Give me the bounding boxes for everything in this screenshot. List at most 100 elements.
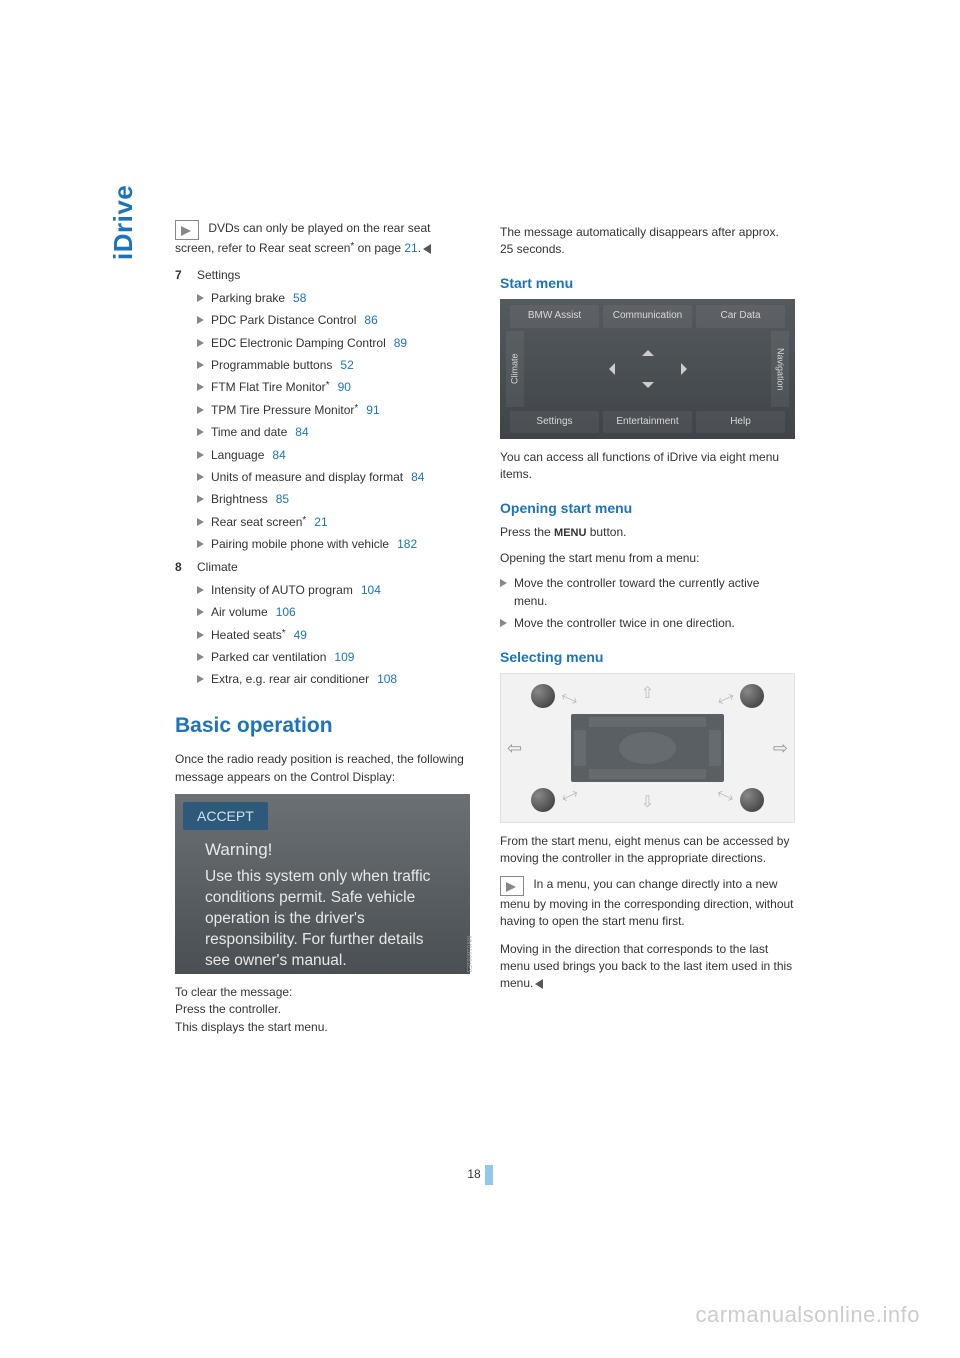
list-item-text: Units of measure and display format84: [211, 469, 470, 486]
list-item-text: TPM Tire Pressure Monitor*91: [211, 402, 470, 419]
list-item-label: Extra, e.g. rear air conditioner: [211, 672, 369, 686]
triangle-bullet-icon: [500, 619, 507, 627]
sm-btn-climate: Climate: [506, 331, 524, 407]
page-ref[interactable]: 84: [272, 448, 285, 462]
list-item-text: Programmable buttons52: [211, 357, 470, 374]
list-number: 7: [175, 267, 197, 284]
warning-body: Use this system only when traffic condit…: [175, 867, 470, 972]
page-ref[interactable]: 182: [397, 537, 417, 551]
list-item: TPM Tire Pressure Monitor*91: [197, 402, 470, 419]
list-item-label: Rear seat screen: [211, 515, 302, 529]
para-last-menu: Moving in the direction that corresponds…: [500, 941, 795, 993]
triangle-bullet-icon: [197, 518, 204, 526]
page-ref[interactable]: 108: [377, 672, 397, 686]
triangle-bullet-icon: [197, 428, 204, 436]
page-ref[interactable]: 91: [366, 403, 379, 417]
para-last-menu-text: Moving in the direction that corresponds…: [500, 942, 792, 991]
page-ref[interactable]: 21: [404, 241, 417, 255]
page-ref[interactable]: 84: [411, 470, 424, 484]
arrow-left-icon: [603, 363, 615, 375]
list-item-label: Parking brake: [211, 291, 285, 305]
sm-btn-navigation: Navigation: [771, 331, 789, 407]
page-ref[interactable]: 86: [364, 313, 377, 327]
arrow-outline-left-icon: ⇦: [507, 735, 522, 761]
list-item-label: Language: [211, 448, 264, 462]
list-item: Intensity of AUTO program 104: [197, 582, 470, 599]
star-icon: *: [354, 403, 358, 414]
list-item-label: FTM Flat Tire Monitor: [211, 380, 326, 394]
list-item: Move the controller twice in one directi…: [500, 615, 795, 632]
list-item-text: Parking brake 58: [211, 290, 470, 307]
knob-icon: [740, 684, 764, 708]
page-ref[interactable]: 90: [338, 380, 351, 394]
para-start-menu-caption: You can access all functions of iDrive v…: [500, 449, 795, 484]
page-ref[interactable]: 52: [340, 358, 353, 372]
end-mark-icon: [535, 979, 543, 989]
page-ref[interactable]: 49: [294, 628, 307, 642]
page-content: DVDs can only be played on the rear seat…: [175, 220, 795, 1044]
list-item: EDC Electronic Damping Control 89: [197, 335, 470, 352]
page-number: 18: [0, 1165, 960, 1185]
list-item: Heated seats*49: [197, 627, 470, 644]
down-arrow-icon: ⇩: [641, 791, 654, 814]
list-item: Time and date84: [197, 424, 470, 441]
triangle-bullet-icon: [197, 473, 204, 481]
para-press-menu: Press the MENU button.: [500, 524, 795, 542]
list-label-settings: Settings: [197, 267, 240, 284]
heading-basic-operation: Basic operation: [175, 711, 470, 741]
list-item-7: 7 Settings: [175, 267, 240, 284]
page-ref[interactable]: 58: [293, 291, 306, 305]
page-ref[interactable]: 104: [361, 583, 381, 597]
page-ref[interactable]: 109: [334, 650, 354, 664]
list-item: Parking brake 58: [197, 290, 470, 307]
para-auto-disappear: The message automatically disappears aft…: [500, 224, 795, 259]
triangle-bullet-icon: [197, 406, 204, 414]
arrow-outline-right-icon: ⇨: [773, 735, 788, 761]
para-basic-op-intro: Once the radio ready position is reached…: [175, 751, 470, 786]
triangle-bullet-icon: [197, 653, 204, 661]
sm-btn-communication: Communication: [603, 305, 692, 328]
figure-selecting-menu: ⇦ ⇨ ⤡ ⤢ ⤢ ⤡ ⇧ ⇩: [500, 673, 795, 823]
list-item: Programmable buttons52: [197, 357, 470, 374]
triangle-bullet-icon: [197, 451, 204, 459]
left-column: DVDs can only be played on the rear seat…: [175, 220, 470, 1044]
watermark: carmanualsonline.info: [695, 1302, 920, 1328]
para-clear-message: To clear the message: Press the controll…: [175, 984, 470, 1036]
heading-opening-start-menu: Opening start menu: [500, 498, 795, 518]
list-item-label: Intensity of AUTO program: [211, 583, 353, 597]
page-ref[interactable]: 106: [276, 605, 296, 619]
list-item: Rear seat screen*21: [197, 514, 470, 531]
list-item-text: FTM Flat Tire Monitor*90: [211, 379, 470, 396]
list-item-label: Brightness: [211, 492, 268, 506]
list-item-text: Heated seats*49: [211, 627, 470, 644]
note-text: DVDs can only be played on the rear seat…: [175, 221, 431, 255]
page-number-value: 18: [467, 1167, 480, 1181]
page-ref[interactable]: 84: [295, 425, 308, 439]
menu-button-label: MENU: [554, 527, 586, 539]
triangle-bullet-icon: [197, 586, 204, 594]
note-dvd-rear-seat: DVDs can only be played on the rear seat…: [175, 220, 470, 257]
list-item: Units of measure and display format84: [197, 469, 470, 486]
page-ref[interactable]: 85: [276, 492, 289, 506]
star-icon: *: [282, 628, 286, 639]
note-change-menu: In a menu, you can change directly into …: [500, 876, 795, 931]
triangle-bullet-icon: [500, 579, 507, 587]
list-item-text: Pairing mobile phone with vehicle182: [211, 536, 470, 553]
page-ref[interactable]: 21: [314, 515, 327, 529]
list-item-text: EDC Electronic Damping Control 89: [211, 335, 470, 352]
sublist-climate: Intensity of AUTO program 104 Air volume 10…: [197, 582, 470, 689]
triangle-bullet-icon: [197, 495, 204, 503]
para-opening-from-menu: Opening the start menu from a menu:: [500, 550, 795, 567]
opening-bullets: Move the controller toward the currently…: [500, 575, 795, 632]
list-item-label: EDC Electronic Damping Control: [211, 336, 386, 350]
list-item-text: Move the controller toward the currently…: [514, 575, 795, 610]
page-ref[interactable]: 89: [394, 336, 407, 350]
note-text-part2: on page: [354, 241, 404, 255]
list-item-text: Rear seat screen*21: [211, 514, 470, 531]
list-item-text: Extra, e.g. rear air conditioner 108: [211, 671, 470, 688]
list-item-label: Air volume: [211, 605, 268, 619]
list-item-label: Parked car ventilation: [211, 650, 326, 664]
text-button: button.: [586, 525, 626, 539]
list-item: Pairing mobile phone with vehicle182: [197, 536, 470, 553]
page-number-bar: [485, 1165, 493, 1185]
